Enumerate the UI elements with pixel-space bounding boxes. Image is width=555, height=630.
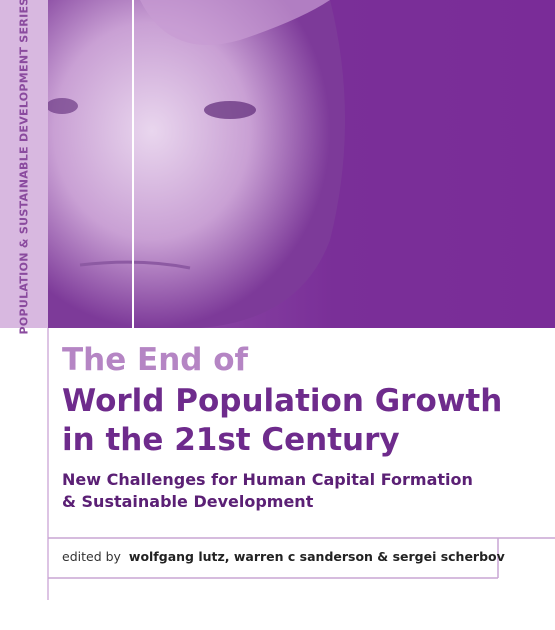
subtitle-line: New Challenges for Human Capital Formati… bbox=[62, 470, 473, 489]
eye bbox=[46, 98, 78, 114]
hair bbox=[48, 0, 330, 45]
eye bbox=[204, 101, 256, 119]
title-line: in the 21st Century bbox=[62, 422, 400, 458]
title-line: World Population Growth bbox=[62, 383, 503, 419]
editors: edited by wolfgang lutz, warren c sander… bbox=[62, 549, 505, 564]
subtitle-line: & Sustainable Development bbox=[62, 492, 314, 511]
editors-prefix: edited by bbox=[62, 549, 121, 564]
series-strip bbox=[0, 0, 48, 328]
editors-names: wolfgang lutz, warren c sanderson & serg… bbox=[128, 549, 505, 564]
face bbox=[48, 0, 345, 328]
mouth bbox=[79, 260, 191, 270]
title-line: The End of bbox=[62, 342, 249, 378]
series-name: POPULATION & SUSTAINABLE DEVELOPMENT SER… bbox=[17, 0, 31, 335]
